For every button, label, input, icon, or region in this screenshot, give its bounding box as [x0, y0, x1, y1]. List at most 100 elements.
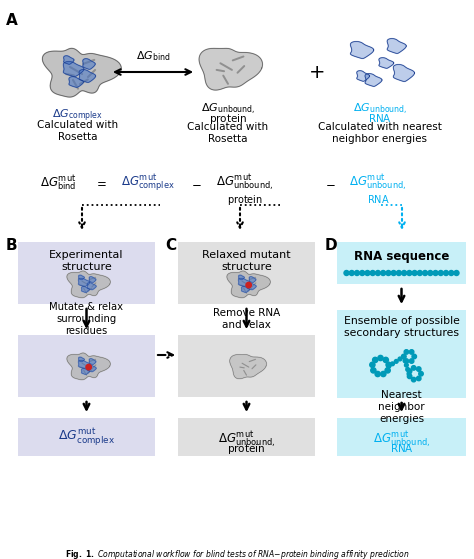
- Polygon shape: [242, 287, 249, 292]
- Text: $\Delta G^{\rm mut}_{\rm unbound,}$: $\Delta G^{\rm mut}_{\rm unbound,}$: [216, 173, 273, 193]
- Circle shape: [417, 271, 422, 276]
- Text: $\Delta G^{\rm mut}_{\rm unbound,}$: $\Delta G^{\rm mut}_{\rm unbound,}$: [349, 173, 407, 193]
- Text: Relaxed mutant
structure: Relaxed mutant structure: [202, 250, 291, 272]
- Circle shape: [404, 363, 408, 367]
- Polygon shape: [69, 77, 83, 87]
- Circle shape: [407, 369, 412, 373]
- Circle shape: [370, 362, 375, 367]
- Circle shape: [449, 271, 454, 276]
- Circle shape: [428, 271, 433, 276]
- Polygon shape: [199, 49, 263, 90]
- Circle shape: [454, 271, 459, 276]
- Text: Experimental
structure: Experimental structure: [49, 250, 124, 272]
- Polygon shape: [89, 359, 96, 364]
- Text: $\Delta G_{\rm unbound,}$: $\Delta G_{\rm unbound,}$: [353, 102, 407, 117]
- FancyBboxPatch shape: [18, 242, 155, 304]
- Circle shape: [371, 368, 376, 373]
- Polygon shape: [67, 271, 110, 298]
- Circle shape: [407, 271, 412, 276]
- Polygon shape: [79, 70, 96, 82]
- Text: B: B: [6, 238, 18, 253]
- Polygon shape: [82, 368, 90, 375]
- Circle shape: [86, 364, 91, 370]
- Circle shape: [407, 374, 412, 378]
- Text: Ensemble of possible
secondary structures: Ensemble of possible secondary structure…: [344, 316, 459, 338]
- Polygon shape: [79, 275, 84, 280]
- FancyBboxPatch shape: [337, 310, 466, 398]
- Text: $\Delta G_{\rm bind}$: $\Delta G_{\rm bind}$: [136, 49, 170, 63]
- Polygon shape: [42, 48, 121, 97]
- Circle shape: [387, 364, 391, 368]
- Circle shape: [410, 359, 414, 363]
- Text: $\Delta G_{\rm complex}$: $\Delta G_{\rm complex}$: [53, 108, 103, 125]
- Circle shape: [386, 362, 391, 367]
- Text: $+$: $+$: [308, 63, 324, 82]
- Circle shape: [396, 271, 401, 276]
- Circle shape: [355, 271, 359, 276]
- Circle shape: [383, 357, 388, 363]
- Circle shape: [407, 372, 411, 376]
- Circle shape: [402, 354, 406, 358]
- FancyBboxPatch shape: [337, 418, 466, 456]
- Circle shape: [381, 271, 386, 276]
- Circle shape: [419, 372, 423, 376]
- Polygon shape: [227, 271, 270, 298]
- Circle shape: [360, 271, 365, 276]
- Polygon shape: [89, 277, 96, 282]
- FancyBboxPatch shape: [178, 418, 315, 456]
- Circle shape: [246, 282, 251, 288]
- Circle shape: [404, 350, 409, 354]
- Text: Calculated with
Rosetta: Calculated with Rosetta: [37, 120, 118, 143]
- Text: $=$: $=$: [93, 177, 107, 190]
- Text: $\rm RNA$: $\rm RNA$: [367, 193, 389, 205]
- Text: $\Delta G^{\rm mut}_{\rm complex}$: $\Delta G^{\rm mut}_{\rm complex}$: [58, 427, 115, 448]
- FancyBboxPatch shape: [178, 242, 315, 304]
- Polygon shape: [365, 74, 382, 87]
- Text: $\Delta G^{\rm mut}_{\rm unbound,}$: $\Delta G^{\rm mut}_{\rm unbound,}$: [373, 430, 430, 451]
- Circle shape: [375, 371, 380, 377]
- FancyBboxPatch shape: [178, 335, 315, 397]
- Polygon shape: [87, 283, 96, 290]
- Polygon shape: [230, 354, 266, 379]
- Polygon shape: [83, 59, 95, 69]
- Circle shape: [417, 367, 421, 371]
- Polygon shape: [350, 41, 374, 59]
- Text: $\Delta G^{\rm mut}_{\rm complex}$: $\Delta G^{\rm mut}_{\rm complex}$: [121, 173, 175, 193]
- Text: $\Delta G^{\rm mut}_{\rm bind}$: $\Delta G^{\rm mut}_{\rm bind}$: [40, 173, 76, 193]
- Circle shape: [412, 271, 417, 276]
- Text: $\rm RNA$: $\rm RNA$: [368, 112, 392, 124]
- Text: $\Delta G_{\rm unbound,}$: $\Delta G_{\rm unbound,}$: [201, 102, 255, 117]
- Text: $\bf{Fig.\ 1.}$ $\it{Computational\ workflow\ for\ blind\ tests\ of\ RNA{-}prote: $\bf{Fig.\ 1.}$ $\it{Computational\ work…: [64, 548, 410, 559]
- Circle shape: [411, 366, 416, 370]
- Polygon shape: [387, 39, 406, 54]
- Text: Nearest
neighbor
energies: Nearest neighbor energies: [378, 390, 425, 424]
- Circle shape: [403, 359, 407, 363]
- FancyBboxPatch shape: [18, 418, 155, 456]
- Circle shape: [401, 354, 406, 359]
- Text: D: D: [325, 238, 337, 253]
- Circle shape: [394, 359, 398, 363]
- Text: Mutate & relax
surrounding
residues: Mutate & relax surrounding residues: [49, 302, 124, 335]
- Polygon shape: [238, 278, 250, 286]
- Text: $-$: $-$: [191, 177, 201, 190]
- Polygon shape: [64, 61, 84, 77]
- Text: RNA sequence: RNA sequence: [354, 250, 449, 263]
- Circle shape: [370, 271, 375, 276]
- Polygon shape: [379, 58, 394, 68]
- FancyBboxPatch shape: [337, 242, 466, 284]
- Polygon shape: [64, 56, 74, 64]
- Circle shape: [444, 271, 448, 276]
- Polygon shape: [78, 360, 90, 368]
- Text: $\rm protein$: $\rm protein$: [227, 193, 263, 207]
- Circle shape: [411, 377, 416, 382]
- Polygon shape: [357, 70, 370, 81]
- Text: $\rm protein$: $\rm protein$: [209, 112, 247, 126]
- Polygon shape: [79, 357, 84, 362]
- Text: C: C: [165, 238, 176, 253]
- Circle shape: [423, 271, 428, 276]
- Circle shape: [433, 271, 438, 276]
- Circle shape: [373, 357, 378, 363]
- Text: $-$: $-$: [325, 177, 335, 190]
- Circle shape: [365, 271, 370, 276]
- Text: $\rm protein$: $\rm protein$: [228, 442, 265, 456]
